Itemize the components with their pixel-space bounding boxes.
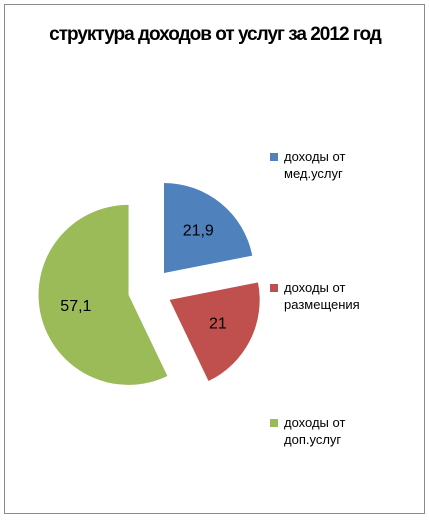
pie-slice <box>38 204 168 385</box>
pie-slice <box>169 282 260 382</box>
data-label: 57,1 <box>60 298 91 315</box>
legend-item: доходы от мед.услуг <box>270 148 404 182</box>
legend-item: доходы от доп.услуг <box>270 414 404 448</box>
data-label: 21 <box>209 315 227 332</box>
legend-swatch <box>270 153 278 161</box>
pie-slice <box>163 183 253 274</box>
legend-item: доходы от размещения <box>270 279 404 313</box>
chart-title: структура доходов от услуг за 2012 год <box>49 24 382 45</box>
chart-border <box>4 4 425 514</box>
legend-label: доходы от доп.услуг <box>284 415 346 447</box>
legend-swatch <box>270 284 278 292</box>
legend-label: доходы от мед.услуг <box>284 149 346 181</box>
legend-swatch <box>270 419 278 427</box>
legend-label: доходы от размещения <box>284 280 360 312</box>
data-label: 21,9 <box>183 223 214 240</box>
